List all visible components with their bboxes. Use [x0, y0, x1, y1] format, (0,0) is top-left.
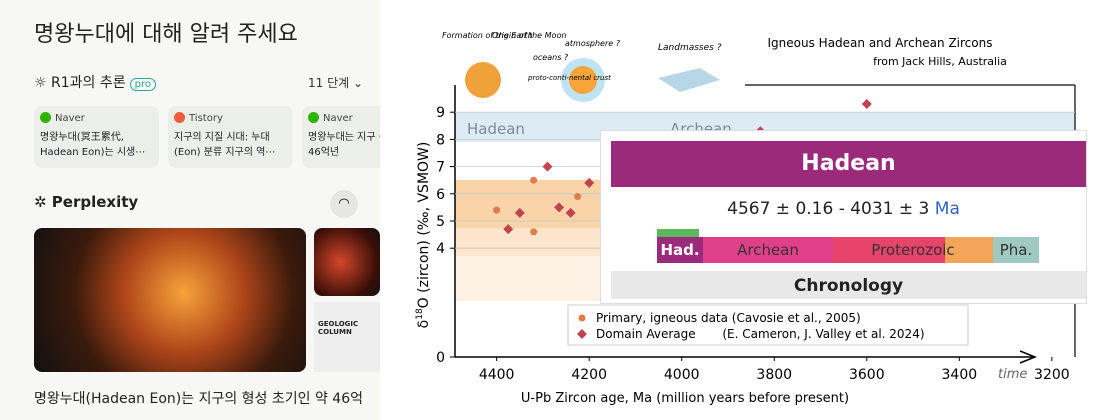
range-unit[interactable]: Ma — [934, 199, 960, 219]
legend-label: Domain Average (E. Cameron, J. Valley et… — [596, 327, 925, 341]
era[interactable]: Pha. — [993, 237, 1039, 263]
image[interactable]: GEOLOGIC COLUMN — [314, 302, 380, 372]
point — [574, 193, 582, 201]
legend: Primary, igneous data (Cavosie et al., 2… — [567, 304, 969, 346]
source-site: Tistory — [189, 113, 223, 124]
point — [542, 161, 553, 172]
x-label: U-Pb Zircon age, Ma (million years befor… — [521, 391, 849, 406]
audio-button[interactable]: ◠ — [330, 190, 358, 218]
y-tick-label: 0 — [436, 350, 445, 366]
land-icon — [658, 68, 720, 92]
image[interactable] — [314, 228, 380, 296]
y-tick-label: 6 — [436, 187, 445, 203]
annotation: proto-conti-nental crust — [527, 74, 611, 82]
x-tick-label: 4200 — [571, 367, 607, 383]
time-label: time — [998, 367, 1027, 382]
legend-box — [567, 304, 969, 346]
source-snippet: 명왕누대는 지구 생성된 46억년 — [308, 132, 380, 158]
annotation: oceans ? — [533, 53, 569, 62]
legend-label: Primary, igneous data (Cavosie et al., 2… — [596, 311, 861, 325]
reasoning-toggle[interactable]: ☼ R1과의 추론 pro — [34, 72, 156, 92]
chart-title: Igneous Hadean and Archean Zircons — [768, 36, 993, 50]
range-text: 4567 ± 0.16 - 4031 ± 3 — [727, 199, 930, 219]
steps[interactable]: 11 단계 ⌄ — [308, 76, 364, 90]
infobox-title: Hadean — [611, 141, 1086, 187]
source-site: Naver — [323, 113, 353, 124]
annotation: atmosphere ? — [565, 39, 621, 48]
y-label-part: δ — [416, 320, 432, 329]
y-tick-label: 7 — [436, 160, 445, 176]
point — [493, 206, 501, 214]
x-tick-label: 3800 — [756, 367, 792, 383]
point — [554, 202, 565, 213]
annotation: Hadean — [467, 120, 525, 138]
planet-icon — [569, 66, 597, 94]
x-tick-label: 3400 — [942, 367, 978, 383]
y-tick-label: 8 — [436, 132, 445, 148]
x-tick-label: 4000 — [664, 367, 700, 383]
point — [565, 207, 576, 218]
legend-marker — [577, 329, 587, 339]
x-tick-label: 3200 — [1034, 367, 1070, 383]
y-tick-label: 5 — [436, 214, 445, 230]
image[interactable] — [34, 228, 306, 372]
question: 명왕누대에 대해 알려 주세요 — [34, 22, 298, 47]
reasoning-label: R1과의 추론 — [51, 75, 126, 91]
y-label: δ18O (zircon) (‰, VSMOW) — [415, 142, 432, 329]
image-caption: GEOLOGIC COLUMN — [318, 320, 359, 336]
y-tick-label: 9 — [436, 105, 445, 121]
legend-marker — [578, 314, 586, 322]
annotation: Origin of the Moon — [492, 31, 566, 40]
y-label-sup: 18 — [415, 308, 425, 320]
x-tick-label: 3600 — [849, 367, 885, 383]
source-card[interactable]: Tistory 지구의 지질 시대: 누대 (Eon) 분류 지구의 역⋯ — [168, 106, 293, 168]
point — [530, 176, 538, 184]
x-arrow — [1019, 350, 1038, 364]
era-strip — [657, 229, 699, 239]
era[interactable]: Proterozoic — [833, 237, 993, 263]
era[interactable]: Had. — [657, 237, 703, 263]
y-tick-label: 4 — [436, 241, 445, 257]
steps-label: 11 단계 — [308, 76, 350, 90]
x-tick-label: 4400 — [479, 367, 515, 383]
era[interactable]: Archean — [703, 237, 833, 263]
source-card[interactable]: Naver 명왕누대는 지구 생성된 46억년 — [302, 106, 380, 168]
annotation: Landmasses ? — [658, 43, 722, 53]
point — [861, 99, 872, 110]
point — [530, 228, 538, 236]
infobox-footer: Chronology — [611, 271, 1086, 299]
answer-text: 명왕누대(Hadean Eon)는 지구의 형성 초기인 약 46억 — [34, 391, 363, 407]
point — [514, 207, 525, 218]
badge: pro — [129, 78, 156, 91]
annotation: Formation of the Earth — [442, 31, 533, 40]
assistant-name: ✲ Perplexity — [34, 193, 139, 211]
point — [584, 177, 595, 188]
infobox-range: 4567 ± 0.16 - 4031 ± 3 Ma — [601, 199, 1086, 219]
source-snippet: 지구의 지질 시대: 누대 (Eon) 분류 지구의 역⋯ — [174, 132, 276, 158]
chat-panel: 명왕누대에 대해 알려 주세요 ☼ R1과의 추론 pro 11 단계 ⌄ Nav… — [0, 0, 380, 420]
chart-subtitle: from Jack Hills, Australia — [873, 55, 1007, 68]
source-snippet: 명왕누대(冥王累代, Hadean Eon)는 시생⋯ — [40, 132, 146, 158]
y-label-part: O (zircon) (‰, VSMOW) — [416, 142, 432, 309]
source-card[interactable]: Naver 명왕누대(冥王累代, Hadean Eon)는 시생⋯ — [34, 106, 159, 168]
infobox: Hadean 4567 ± 0.16 - 4031 ± 3 Ma Had. Ar… — [600, 130, 1087, 304]
source-site: Naver — [55, 113, 85, 124]
point — [503, 224, 514, 235]
assistant-label: Perplexity — [51, 193, 139, 211]
earth-icon — [465, 62, 501, 98]
